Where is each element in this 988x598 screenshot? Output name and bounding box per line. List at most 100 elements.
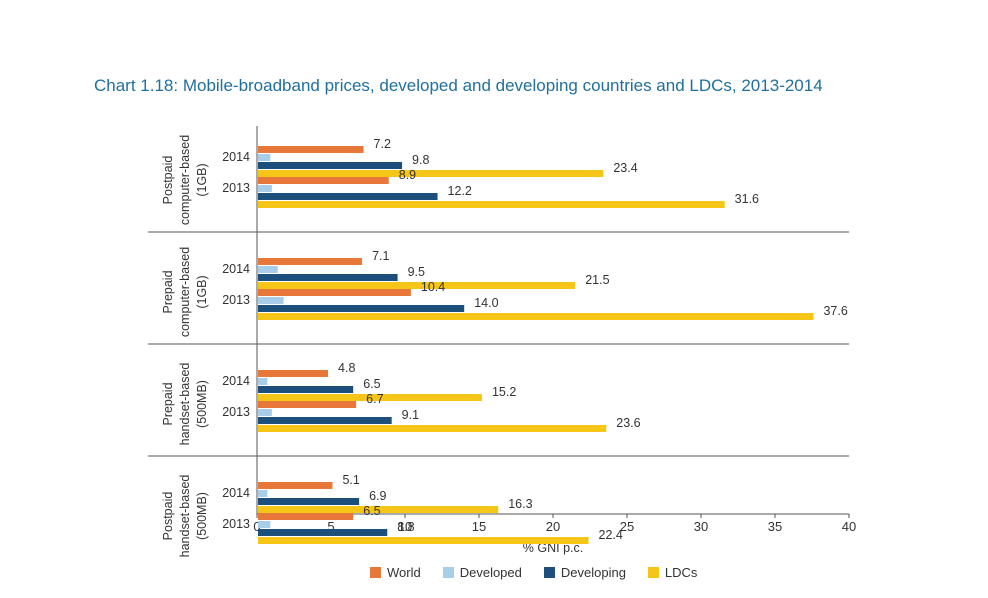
bar-developed: [258, 297, 284, 304]
bar-developing: [258, 274, 398, 281]
year-label: 2014: [222, 486, 250, 500]
bar-developed: [258, 266, 278, 273]
value-label: 12.2: [448, 184, 472, 198]
value-label: 4.8: [338, 361, 355, 375]
bar-developed: [258, 490, 268, 497]
legend: World Developed Developing LDCs: [370, 565, 719, 580]
value-label: 10.4: [421, 280, 445, 294]
legend-label: World: [387, 565, 421, 580]
x-tick-label: 25: [620, 519, 634, 534]
x-tick-label: 5: [327, 519, 334, 534]
x-axis-label: % GNI p.c.: [523, 541, 583, 555]
bar-developed: [258, 409, 272, 416]
legend-item-world: World: [370, 565, 421, 580]
value-label: 21.5: [585, 273, 609, 287]
bar-developed: [258, 378, 268, 385]
value-label: 7.1: [372, 249, 389, 263]
group-label-line: handset-based: [178, 363, 192, 446]
year-label: 2013: [222, 517, 250, 531]
legend-label: Developing: [560, 565, 626, 580]
value-label: 37.6: [823, 304, 847, 318]
bar-developing: [258, 162, 403, 169]
bar-developing: [258, 305, 465, 312]
bar-world: [258, 177, 389, 184]
value-label: 5.1: [342, 473, 359, 487]
group-label-line: (1GB): [195, 163, 209, 196]
bar-world: [258, 289, 411, 296]
group-label-line: (500MB): [195, 492, 209, 540]
group-label-line: Postpaid: [161, 492, 175, 541]
value-label: 6.9: [369, 489, 386, 503]
value-label: 6.7: [366, 392, 383, 406]
x-tick-label: 35: [768, 519, 782, 534]
legend-swatch: [647, 567, 659, 578]
bar-developed: [258, 521, 271, 528]
x-tick-label: 0: [253, 519, 260, 534]
bar-developing: [258, 529, 388, 536]
value-label: 6.5: [363, 504, 380, 518]
bar-developing: [258, 498, 360, 505]
value-label: 9.8: [412, 153, 429, 167]
year-label: 2013: [222, 293, 250, 307]
legend-item-developing: Developing: [543, 565, 626, 580]
x-tick-label: 10: [398, 519, 412, 534]
bar-world: [258, 370, 329, 377]
value-label: 22.4: [599, 528, 623, 542]
bar-ldcs: [258, 282, 576, 289]
value-label: 8.9: [399, 168, 416, 182]
bar-developing: [258, 386, 354, 393]
bar-world: [258, 401, 357, 408]
year-label: 2014: [222, 262, 250, 276]
group-label-line: handset-based: [178, 475, 192, 558]
bar-ldcs: [258, 537, 589, 544]
chart-title: Chart 1.18: Mobile-broadband prices, dev…: [94, 76, 823, 95]
bar-world: [258, 482, 333, 489]
legend-swatch: [442, 567, 454, 578]
bar-developed: [258, 154, 271, 161]
value-label: 8.8: [397, 520, 414, 534]
group-label-line: (500MB): [195, 380, 209, 428]
bar-world: [258, 258, 363, 265]
value-label: 16.3: [508, 497, 532, 511]
x-tick-label: 30: [694, 519, 708, 534]
group-label-line: (1GB): [195, 275, 209, 308]
x-tick-label: 15: [472, 519, 486, 534]
legend-swatch: [543, 567, 555, 578]
year-label: 2013: [222, 405, 250, 419]
legend-label: Developed: [459, 565, 522, 580]
value-label: 6.5: [363, 377, 380, 391]
group-label-line: Postpaid: [161, 156, 175, 205]
value-label: 31.6: [735, 192, 759, 206]
bar-developing: [258, 193, 438, 200]
bar-ldcs: [258, 425, 607, 432]
legend-label: LDCs: [664, 565, 698, 580]
legend-item-developed: Developed: [442, 565, 522, 580]
value-label: 9.5: [408, 265, 425, 279]
bar-developed: [258, 185, 272, 192]
x-tick-label: 40: [842, 519, 856, 534]
year-label: 2013: [222, 181, 250, 195]
value-label: 14.0: [474, 296, 498, 310]
legend-swatch: [370, 567, 381, 578]
value-label: 15.2: [492, 385, 516, 399]
group-label-line: computer-based: [178, 135, 192, 225]
group-label-line: computer-based: [178, 247, 192, 337]
group-label-line: Prepaid: [161, 270, 175, 313]
bar-world: [258, 146, 364, 153]
value-label: 9.1: [402, 408, 419, 422]
legend-item-ldcs: LDCs: [647, 565, 698, 580]
bar-developing: [258, 417, 392, 424]
value-label: 23.6: [616, 416, 640, 430]
year-label: 2014: [222, 374, 250, 388]
bar-ldcs: [258, 170, 604, 177]
bar-world: [258, 513, 354, 520]
year-label: 2014: [222, 150, 250, 164]
bar-ldcs: [258, 394, 482, 401]
value-label: 7.2: [374, 137, 391, 151]
x-tick-label: 20: [546, 519, 560, 534]
bar-ldcs: [258, 201, 725, 208]
bar-ldcs: [258, 313, 814, 320]
group-label-line: Prepaid: [161, 382, 175, 425]
bar-ldcs: [258, 506, 499, 513]
